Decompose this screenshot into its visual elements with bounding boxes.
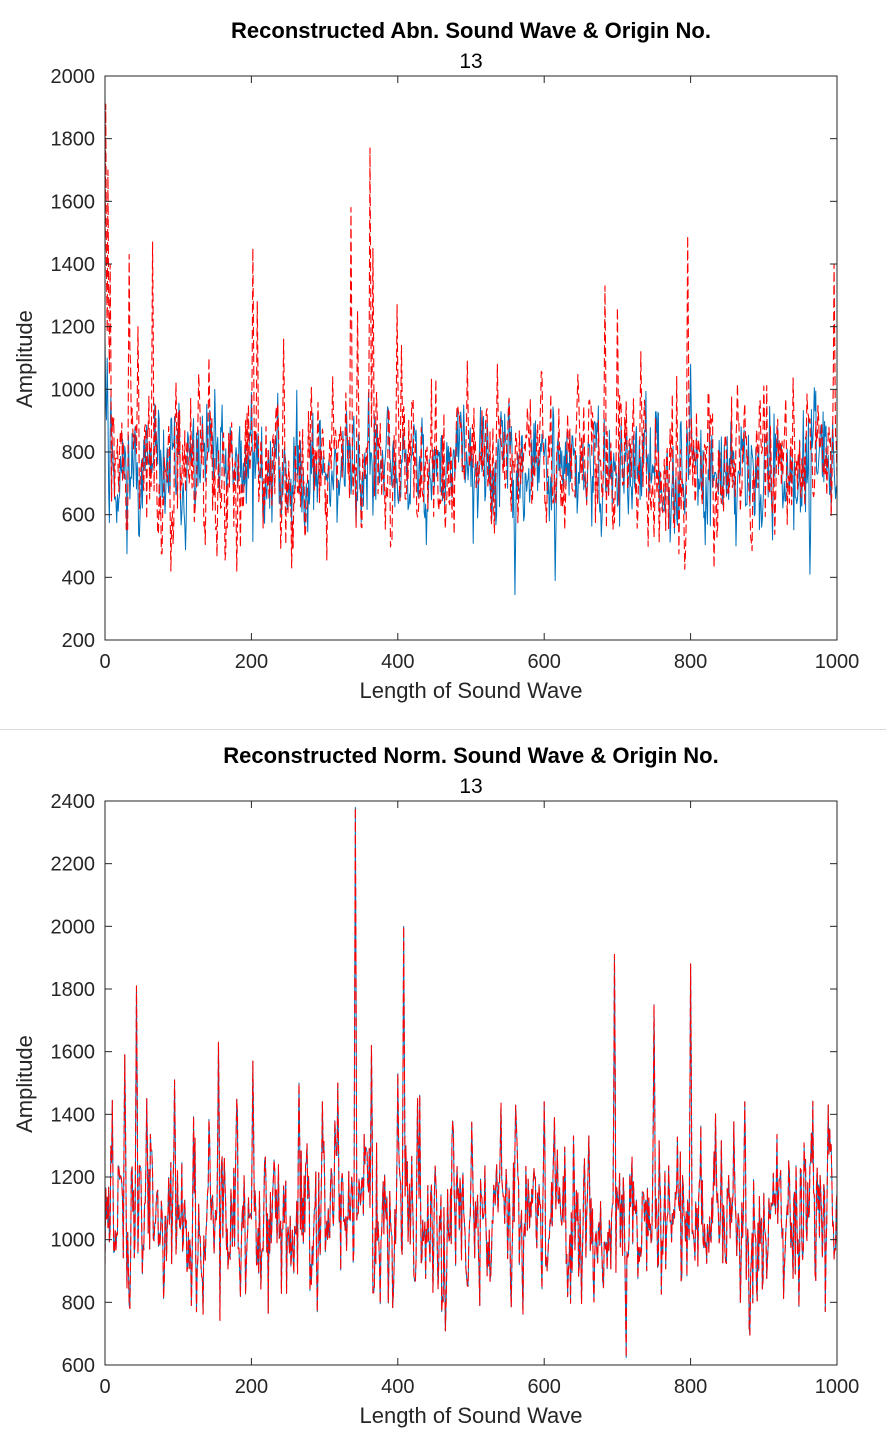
y-tick-label: 2200 (51, 854, 96, 876)
panel-divider (0, 729, 886, 730)
chart-normal-panel: Reconstructed Norm. Sound Wave & Origin … (0, 725, 886, 1450)
plot-frame (104, 75, 838, 641)
series-line-red-dashed (105, 103, 837, 572)
chart-abnormal-panel: Reconstructed Abn. Sound Wave & Origin N… (12, 18, 860, 703)
x-tick-label: 800 (674, 1376, 707, 1398)
x-tick-label: 600 (528, 1376, 561, 1398)
x-tick-label: 0 (99, 1376, 110, 1398)
x-tick-label: 200 (235, 651, 268, 673)
y-tick-label: 800 (62, 1292, 95, 1314)
x-tick-label: 400 (381, 651, 414, 673)
y-tick-label: 200 (62, 630, 95, 652)
series-line-red-dashed (105, 806, 837, 1359)
chart-title: Reconstructed Abn. Sound Wave & Origin N… (231, 18, 711, 43)
chart-normal: Reconstructed Norm. Sound Wave & Origin … (12, 743, 860, 1428)
y-tick-label: 1000 (51, 379, 96, 401)
y-tick-label: 400 (62, 567, 95, 589)
y-tick-label: 800 (62, 442, 95, 464)
y-tick-label: 2000 (51, 916, 96, 938)
series-group (105, 806, 837, 1359)
y-tick-label: 600 (62, 505, 95, 527)
chart-title: Reconstructed Norm. Sound Wave & Origin … (223, 743, 718, 768)
x-axis-label: Length of Sound Wave (359, 678, 582, 703)
x-tick-label: 0 (99, 651, 110, 673)
y-tick-label: 1000 (51, 1230, 96, 1252)
y-tick-label: 1600 (51, 1042, 96, 1064)
x-tick-label: 1000 (815, 651, 860, 673)
chart-abnormal: Reconstructed Abn. Sound Wave & Origin N… (12, 18, 860, 703)
series-line-blue-solid (105, 339, 837, 596)
plot-frame (104, 800, 838, 1366)
chart-subtitle: 13 (459, 775, 482, 798)
x-tick-label: 800 (674, 651, 707, 673)
y-tick-label: 1200 (51, 1167, 96, 1189)
y-tick-label: 1600 (51, 191, 96, 213)
x-axis-label: Length of Sound Wave (359, 1403, 582, 1428)
y-tick-label: 1800 (51, 979, 96, 1001)
y-tick-label: 2000 (51, 66, 96, 88)
x-tick-label: 200 (235, 1376, 268, 1398)
y-axis-label: Amplitude (12, 1035, 37, 1133)
x-tick-label: 1000 (815, 1376, 860, 1398)
series-line-blue-solid (105, 806, 837, 1359)
x-tick-label: 400 (381, 1376, 414, 1398)
series-group (105, 103, 837, 596)
y-tick-label: 1400 (51, 1104, 96, 1126)
y-tick-label: 1200 (51, 317, 96, 339)
y-tick-label: 2400 (51, 791, 96, 813)
y-axis-label: Amplitude (12, 310, 37, 408)
x-tick-label: 600 (528, 651, 561, 673)
y-tick-label: 1800 (51, 129, 96, 151)
y-tick-label: 600 (62, 1355, 95, 1377)
y-tick-label: 1400 (51, 254, 96, 276)
chart-subtitle: 13 (459, 50, 482, 73)
